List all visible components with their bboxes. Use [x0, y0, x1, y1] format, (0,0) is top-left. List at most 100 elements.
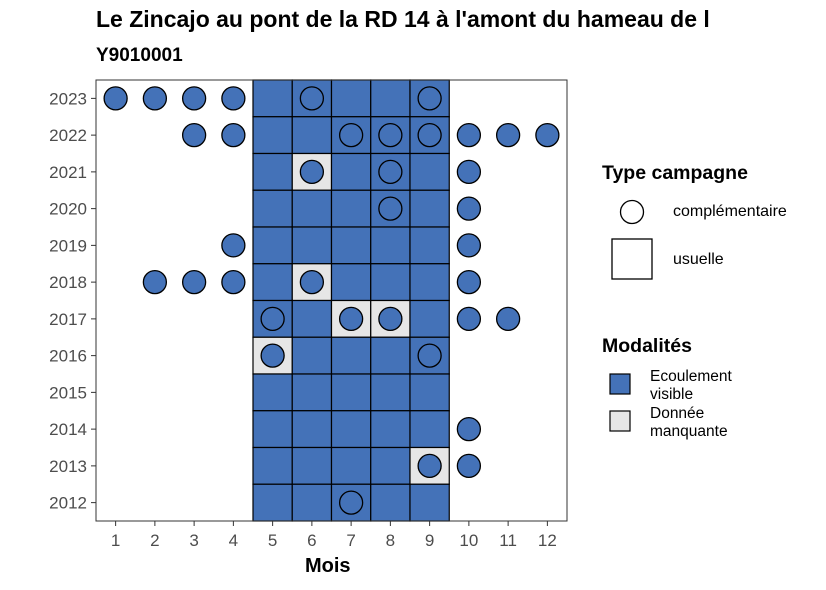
- tile: [252, 152, 293, 191]
- tile: [252, 263, 293, 302]
- y-tick-label: 2019: [49, 236, 87, 255]
- tile: [291, 373, 333, 412]
- tile: [409, 410, 450, 449]
- point: [417, 86, 442, 111]
- point: [456, 306, 482, 332]
- point: [181, 122, 207, 148]
- y-tick-label: 2023: [49, 89, 87, 108]
- point: [417, 122, 442, 148]
- tile: [370, 336, 411, 375]
- point: [181, 269, 207, 295]
- legend-square-icon: [611, 238, 653, 280]
- tile: [370, 263, 411, 302]
- point: [378, 122, 403, 148]
- legend-ecoulement-swatch: [609, 373, 631, 395]
- x-axis-label: Mois: [305, 555, 351, 577]
- tile: [370, 226, 411, 265]
- point: [260, 343, 285, 368]
- x-tick-label: 8: [386, 531, 395, 550]
- point: [181, 86, 207, 111]
- tile: [291, 299, 333, 338]
- x-tick-label: 10: [459, 531, 478, 550]
- tile: [252, 410, 293, 449]
- point: [221, 122, 246, 148]
- legend-type-item-complementaire: complémentaire: [673, 203, 787, 220]
- tile: [330, 189, 372, 228]
- chart-subtitle: Y9010001: [96, 45, 183, 66]
- y-tick-label: 2018: [49, 273, 87, 292]
- legend-modalites-title: Modalités: [602, 335, 692, 357]
- y-tick-label: 2022: [49, 126, 87, 145]
- plot-border: [95, 79, 568, 522]
- point: [221, 233, 246, 258]
- tile: [291, 116, 333, 155]
- point: [260, 306, 285, 332]
- tile: [409, 299, 450, 338]
- tile: [252, 189, 293, 228]
- y-tick-label: 2017: [49, 310, 87, 329]
- point: [456, 416, 482, 442]
- point: [299, 269, 325, 295]
- tile: [330, 446, 372, 485]
- tile: [409, 226, 450, 265]
- x-tick-label: 2: [150, 531, 159, 550]
- tile: [291, 410, 333, 449]
- tile: [291, 483, 333, 522]
- x-tick-label: 12: [538, 531, 557, 550]
- legend-modalite-item-ecoulement: Ecoulement visible: [650, 368, 732, 403]
- point: [495, 306, 521, 332]
- legend-type-item-usuelle: usuelle: [673, 251, 724, 268]
- chart-title: Le Zincajo au pont de la RD 14 à l'amont…: [96, 6, 710, 32]
- point: [338, 490, 364, 515]
- point: [456, 159, 482, 185]
- tile: [370, 483, 411, 522]
- x-tick-label: 11: [499, 531, 517, 550]
- tile: [330, 79, 372, 118]
- tile: [330, 410, 372, 449]
- tile: [252, 483, 293, 522]
- legend-manquante-swatch: [609, 410, 631, 432]
- point: [456, 233, 482, 258]
- tile: [291, 226, 333, 265]
- legend-type-symbols: [611, 199, 653, 280]
- legend-circle-icon: [619, 199, 645, 225]
- tile: [252, 226, 293, 265]
- point: [221, 269, 246, 295]
- tile: [330, 226, 372, 265]
- tile: [409, 263, 450, 302]
- tile: [409, 189, 450, 228]
- point: [103, 86, 128, 111]
- tile: [252, 373, 293, 412]
- tile: [252, 446, 293, 485]
- tile: [409, 483, 450, 522]
- y-tick-label: 2013: [49, 457, 87, 476]
- x-tick-label: 5: [268, 531, 277, 550]
- tile: [370, 373, 411, 412]
- tile: [370, 410, 411, 449]
- tile: [330, 152, 372, 191]
- point: [456, 122, 482, 148]
- tile: [252, 79, 293, 118]
- legend-modalites-symbols: [609, 373, 631, 432]
- x-tick-label: 3: [189, 531, 198, 550]
- tile: [330, 373, 372, 412]
- x-tick-label: 1: [111, 531, 120, 550]
- legend-modalite-item-manquante: Donnée manquante: [650, 405, 728, 440]
- x-tick-label: 7: [346, 531, 355, 550]
- tile: [330, 263, 372, 302]
- tile: [370, 79, 411, 118]
- y-tick-label: 2015: [49, 383, 87, 402]
- point: [456, 196, 482, 221]
- point: [456, 269, 482, 295]
- point: [378, 306, 403, 332]
- tile: [409, 373, 450, 412]
- point: [378, 196, 403, 221]
- tile: [409, 152, 450, 191]
- y-tick-label: 2014: [49, 420, 87, 439]
- tile: [291, 446, 333, 485]
- y-tick-label: 2012: [49, 494, 87, 513]
- legend-type-title: Type campagne: [602, 162, 748, 184]
- point: [378, 159, 403, 185]
- tile: [291, 336, 333, 375]
